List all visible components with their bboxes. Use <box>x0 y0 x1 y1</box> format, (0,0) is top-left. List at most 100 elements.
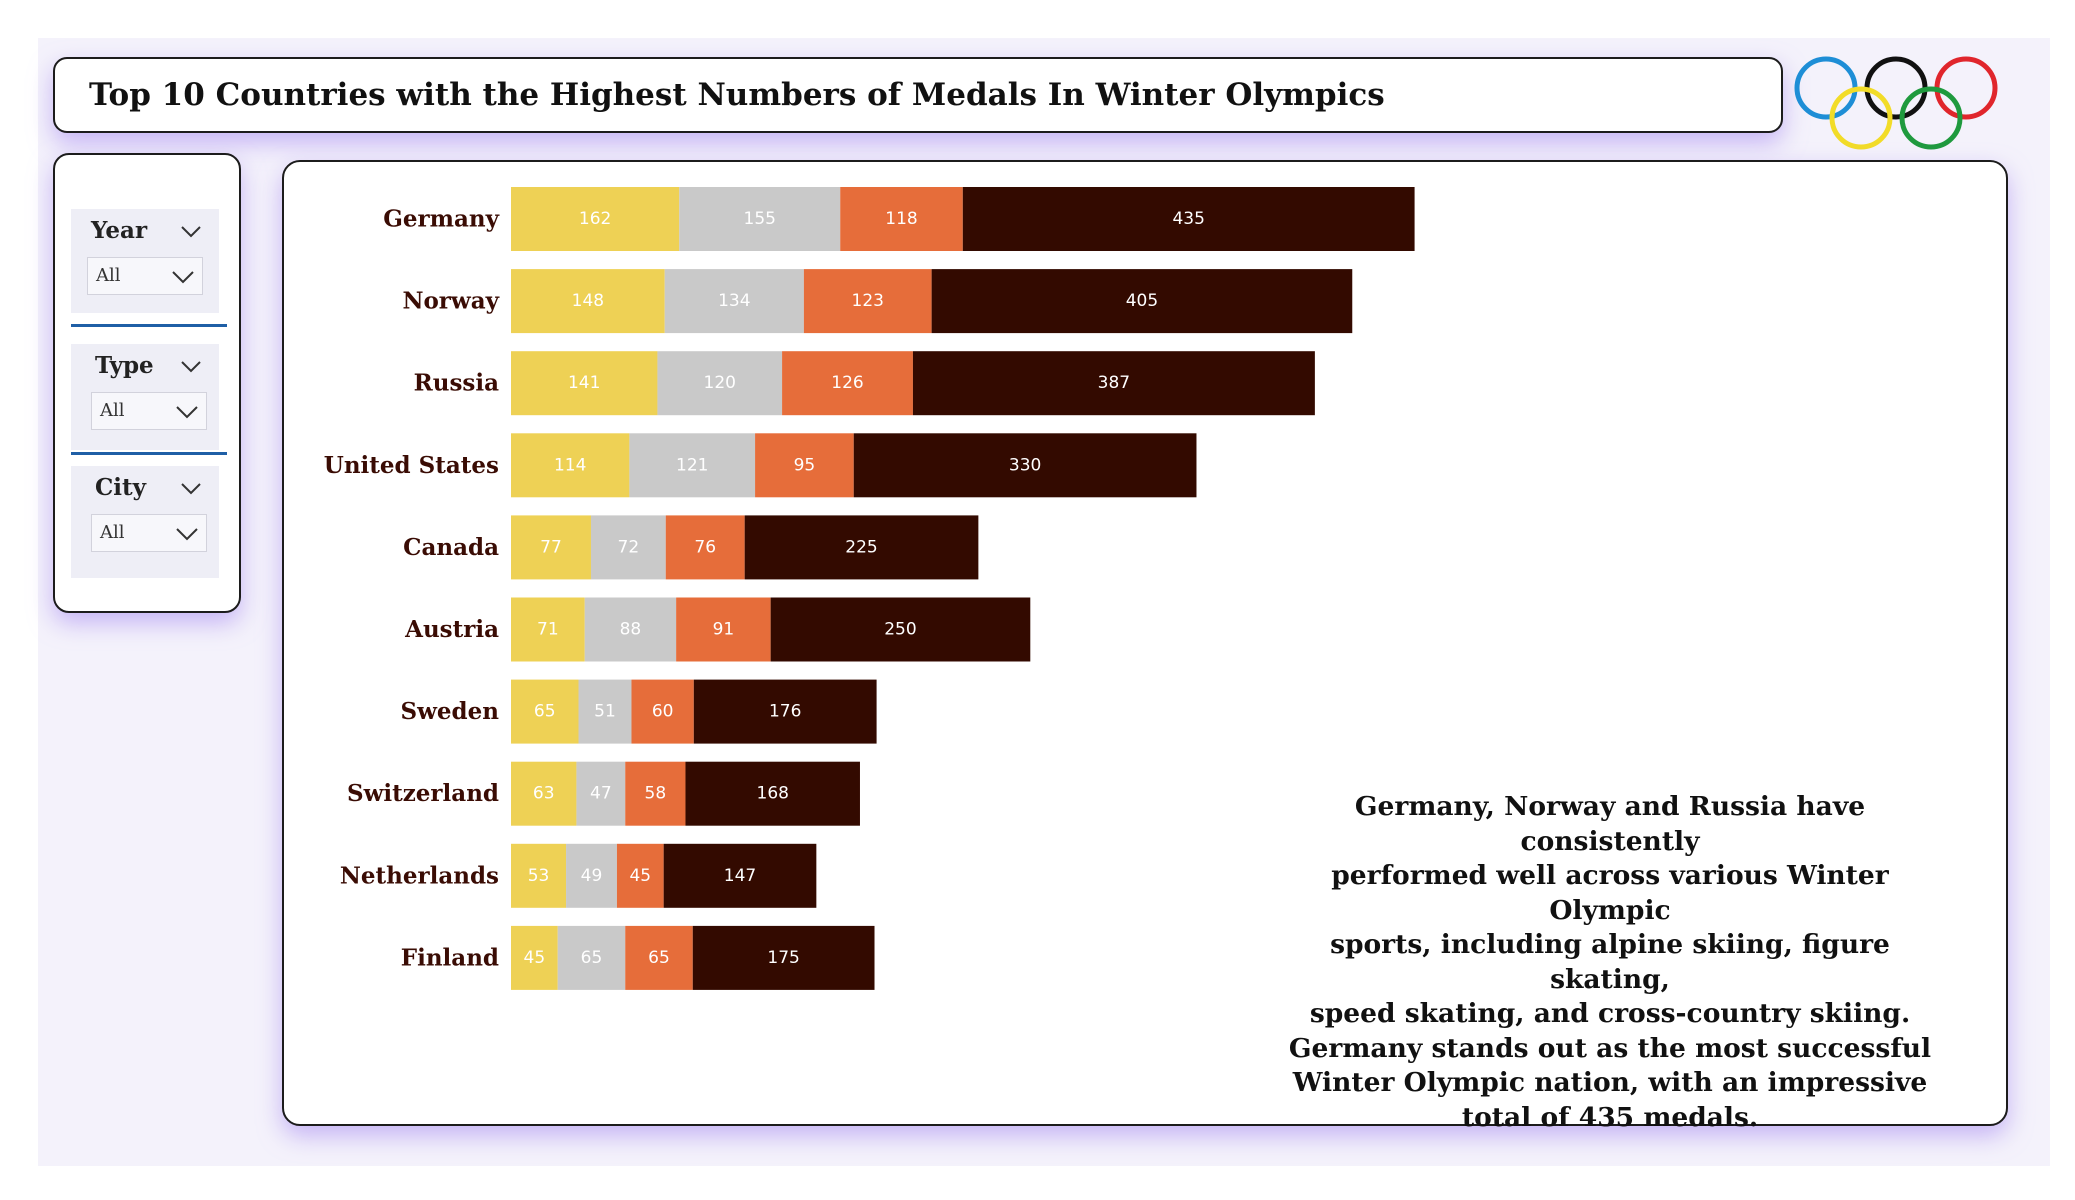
bar-segment[interactable] <box>744 515 979 580</box>
data-label: 76 <box>694 537 716 557</box>
bar-segment[interactable] <box>566 843 617 908</box>
bar-segment[interactable] <box>803 269 932 334</box>
type-dropdown[interactable]: All <box>91 392 207 430</box>
bar-segment[interactable] <box>625 761 686 826</box>
bar-segment[interactable] <box>511 515 591 580</box>
bar-segment[interactable] <box>693 679 877 744</box>
data-label: 387 <box>1098 373 1130 393</box>
data-label: 141 <box>568 373 600 393</box>
chevron-down-icon[interactable] <box>181 225 201 239</box>
bar-segment[interactable] <box>931 269 1353 334</box>
bar-segment[interactable] <box>511 269 665 334</box>
bar-segment[interactable] <box>557 925 626 990</box>
data-label: 65 <box>534 702 556 722</box>
bar-segment[interactable] <box>962 187 1415 251</box>
bar-segment[interactable] <box>511 351 658 416</box>
type-slicer-label: Type <box>95 352 154 379</box>
bar-segment[interactable] <box>665 515 745 580</box>
bar-segment[interactable] <box>663 843 817 908</box>
bar-segment[interactable] <box>853 433 1197 498</box>
data-label: 126 <box>831 373 863 393</box>
category-label: Finland <box>401 944 499 971</box>
annotation-line: Germany stands out as the most successfu… <box>1288 1032 1932 1064</box>
data-label: 225 <box>845 537 877 557</box>
stacked-bar-chart: Germany 162 155 118 435 Norway 148 134 123 405 Rus… <box>324 187 1415 990</box>
data-label: 162 <box>579 209 611 229</box>
city-dropdown[interactable]: All <box>91 514 207 552</box>
data-label: 88 <box>620 620 642 640</box>
year-dropdown-value: All <box>96 265 121 286</box>
bar-segment[interactable] <box>692 925 875 990</box>
bar-segment[interactable] <box>576 761 626 826</box>
bar-segment[interactable] <box>511 843 567 908</box>
ring-green <box>1899 86 1963 150</box>
data-label: 155 <box>744 209 776 229</box>
city-slicer-label: City <box>95 474 147 501</box>
data-label: 65 <box>648 948 670 968</box>
data-label: 148 <box>572 291 604 311</box>
chevron-down-icon[interactable] <box>181 360 201 374</box>
bar-segment[interactable] <box>657 351 783 416</box>
bar-segment[interactable] <box>578 679 632 744</box>
annotation-line: Winter Olympic nation, with an impressiv… <box>1292 1067 1928 1098</box>
annotation-line: total of 435 medals. <box>1461 1101 1759 1133</box>
data-label: 77 <box>540 537 562 557</box>
bar-segment[interactable] <box>840 187 963 251</box>
data-label: 118 <box>885 209 917 229</box>
bar-segment[interactable] <box>511 187 680 251</box>
category-label: United States <box>324 452 499 479</box>
data-label: 123 <box>852 291 884 311</box>
bar-segment[interactable] <box>685 761 860 826</box>
bar-segment[interactable] <box>511 679 579 744</box>
bar-segment[interactable] <box>676 597 771 662</box>
title-card: Top 10 Countries with the Highest Number… <box>53 57 1783 133</box>
data-label: 51 <box>594 702 616 722</box>
bar-segment[interactable] <box>664 269 804 334</box>
city-slicer: City All <box>71 466 219 578</box>
bar-segment[interactable] <box>631 679 694 744</box>
chevron-down-icon <box>172 271 194 284</box>
data-label: 435 <box>1172 209 1204 229</box>
bar-segment[interactable] <box>584 597 677 662</box>
chevron-down-icon <box>176 406 198 419</box>
bar-segment[interactable] <box>755 433 854 498</box>
data-label: 72 <box>618 537 640 557</box>
bar-segment[interactable] <box>679 187 841 251</box>
bar-segment[interactable] <box>629 433 756 498</box>
bar-segment[interactable] <box>912 351 1315 416</box>
category-label: Switzerland <box>347 780 499 807</box>
bar-segment[interactable] <box>511 925 558 990</box>
bar-segment[interactable] <box>511 433 630 498</box>
data-label: 65 <box>581 948 603 968</box>
data-label: 250 <box>884 620 916 640</box>
chart-card: Germany 162 155 118 435 Norway 148 134 123 405 Rus… <box>282 160 2008 1126</box>
type-slicer: Type All <box>71 344 219 450</box>
city-dropdown-value: All <box>100 522 125 543</box>
data-label: 95 <box>794 455 816 475</box>
data-label: 71 <box>537 620 559 640</box>
ring-black <box>1864 56 1928 120</box>
data-label: 147 <box>724 866 756 886</box>
bar-segment[interactable] <box>770 597 1031 662</box>
annotation-line: Germany, Norway and Russia have consiste… <box>1354 791 1866 857</box>
data-label: 45 <box>524 948 546 968</box>
data-label: 47 <box>590 784 612 804</box>
annotation-line: speed skating, and cross-country skiing. <box>1309 998 1911 1029</box>
olympic-rings-logo <box>1794 56 1998 150</box>
bar-segment[interactable] <box>616 843 664 908</box>
data-label: 45 <box>629 866 651 886</box>
slicer-divider <box>71 324 227 327</box>
ring-yellow <box>1829 86 1893 150</box>
bar-segment[interactable] <box>590 515 666 580</box>
data-label: 330 <box>1009 455 1041 475</box>
bar-segment[interactable] <box>782 351 913 416</box>
annotation-line: performed well across various Winter Oly… <box>1331 860 1889 926</box>
data-label: 120 <box>704 373 736 393</box>
year-dropdown[interactable]: All <box>87 257 203 295</box>
bar-segment[interactable] <box>625 925 693 990</box>
type-dropdown-value: All <box>100 400 125 421</box>
bar-segment[interactable] <box>511 761 577 826</box>
bar-segment[interactable] <box>511 597 585 662</box>
chevron-down-icon[interactable] <box>181 482 201 496</box>
category-label: Canada <box>403 534 499 561</box>
